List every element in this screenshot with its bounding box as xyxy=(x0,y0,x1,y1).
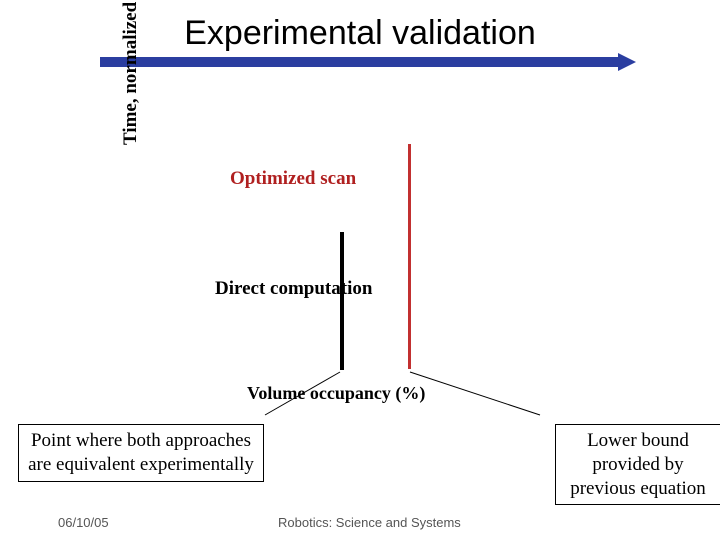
series-label-optimized-scan: Optimized scan xyxy=(230,168,356,190)
x-axis-label: Volume occupancy (%) xyxy=(247,383,425,404)
callout-right-lower-bound: Lower bound provided by previous equatio… xyxy=(555,424,720,505)
footer-conference: Robotics: Science and Systems xyxy=(278,515,461,530)
footer-date: 06/10/05 xyxy=(58,515,109,530)
callout-left-equivalent-point: Point where both approaches are equivale… xyxy=(18,424,264,482)
series-line-optimized-scan xyxy=(408,144,411,369)
title-underline-bar xyxy=(100,57,618,67)
y-axis-label: Time, normalized (ms/voxel) xyxy=(120,0,142,145)
slide-title: Experimental validation xyxy=(0,14,720,53)
series-line-direct-computation xyxy=(340,232,344,370)
slide: Experimental validation Time, normalized… xyxy=(0,0,720,540)
series-label-direct-computation: Direct computation xyxy=(215,278,372,300)
